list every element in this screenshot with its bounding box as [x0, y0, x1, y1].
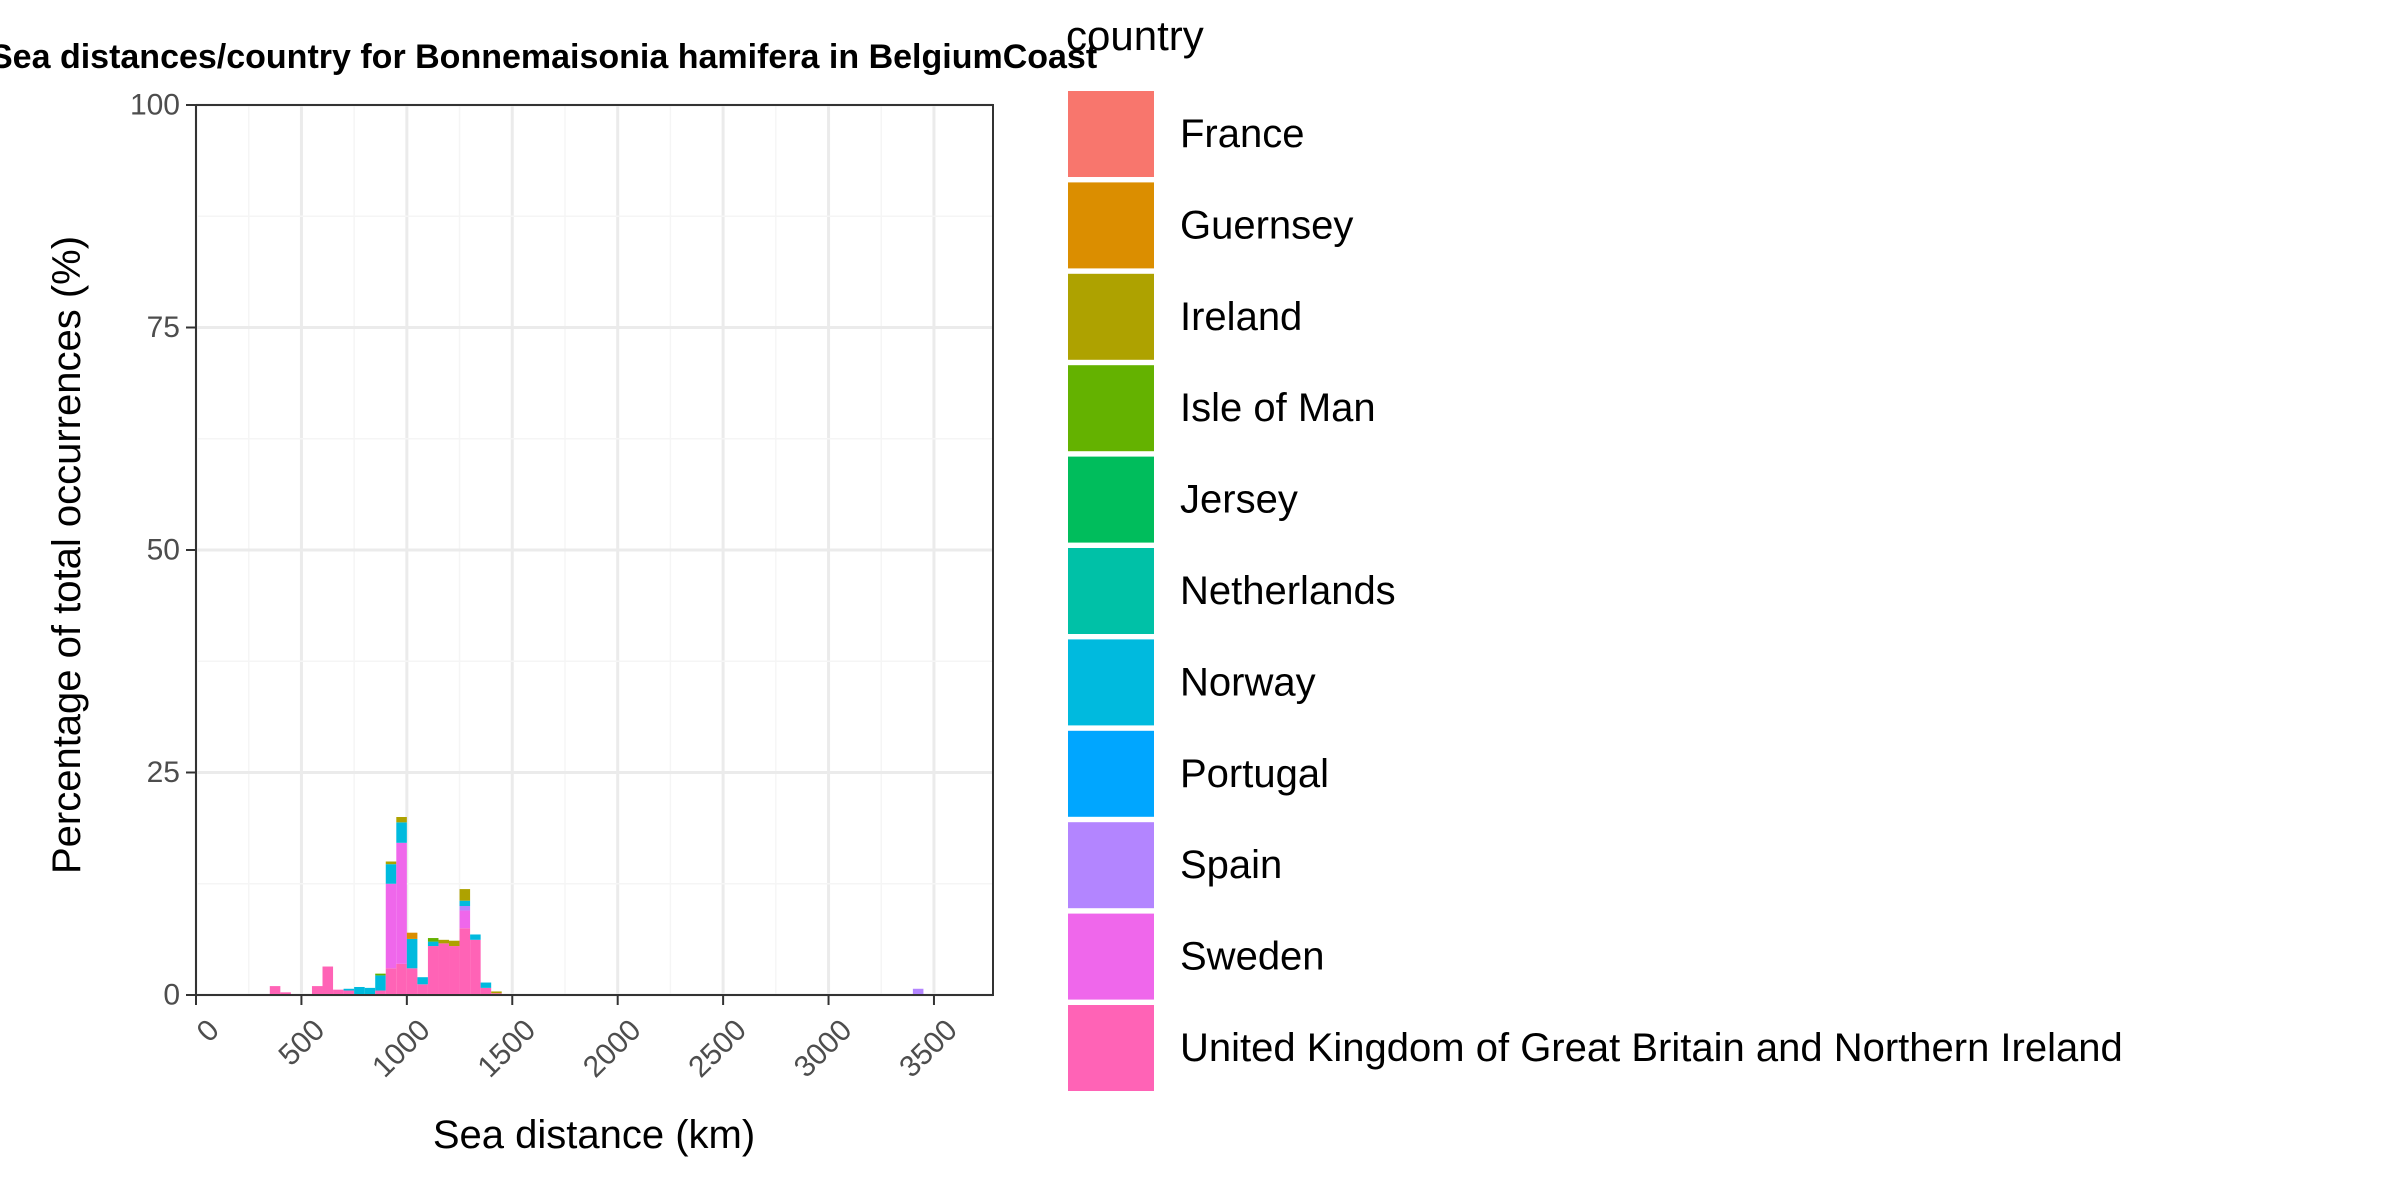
legend-key [1068, 639, 1154, 726]
legend-label: United Kingdom of Great Britain and Nort… [1180, 1026, 2123, 1070]
bar-segment-norway [375, 975, 386, 991]
bar-segment-united-kingdom-of-great-britain-and-northern-ireland [396, 963, 407, 995]
y-tick-label: 0 [163, 979, 180, 1012]
legend: country France Guernsey Ireland Isle of Man… [1066, 12, 2123, 1091]
bar-segment-united-kingdom-of-great-britain-and-northern-ireland [311, 986, 323, 995]
x-tick-label: 1000 [366, 1013, 437, 1084]
axis-ticks: 0 500 1000 1500 2000 2500 3000 3500 0 25 50 75 100 [130, 89, 964, 1084]
legend-key [1068, 913, 1154, 1000]
bar-segment-sweden [459, 910, 471, 929]
legend-label: Ireland [1180, 295, 1302, 339]
bar-segment-united-kingdom-of-great-britain-and-northern-ireland [280, 992, 291, 995]
x-tick-label: 2000 [577, 1013, 648, 1084]
bar-segment-united-kingdom-of-great-britain-and-northern-ireland [480, 987, 492, 995]
bar-segment-spain [459, 906, 471, 911]
bar-segment-ireland [449, 940, 460, 947]
y-tick-label: 75 [147, 311, 180, 344]
bar-segment-norway [427, 941, 439, 947]
x-tick-label: 500 [272, 1013, 331, 1072]
bars [269, 817, 924, 995]
x-tick-label: 2500 [682, 1013, 753, 1084]
legend-label: Norway [1180, 660, 1316, 704]
legend-key [1068, 365, 1154, 452]
x-axis-title: Sea distance (km) [433, 1113, 755, 1157]
bar-segment-united-kingdom-of-great-britain-and-northern-ireland [438, 943, 450, 995]
x-tick-label: 3500 [893, 1013, 964, 1084]
bar-segment-united-kingdom-of-great-britain-and-northern-ireland [459, 928, 471, 995]
legend-label: Netherlands [1180, 569, 1396, 613]
legend-label: Isle of Man [1180, 386, 1376, 430]
bar-segment-norway [406, 938, 418, 969]
legend-key [1068, 273, 1154, 360]
bar-segment-united-kingdom-of-great-britain-and-northern-ireland [417, 984, 428, 995]
legend-key [1068, 456, 1154, 543]
legend-label: Guernsey [1180, 203, 1353, 247]
bar-segment-united-kingdom-of-great-britain-and-northern-ireland [375, 990, 386, 995]
grid-lines [194, 103, 993, 997]
legend-label: Spain [1180, 843, 1282, 887]
bar-segment-norway [364, 987, 376, 995]
bar-segment-spain [912, 988, 924, 995]
bar-segment-ireland [438, 939, 450, 944]
y-axis-title: Percentage of total occurrences (%) [45, 236, 89, 874]
legend-key [1068, 548, 1154, 634]
bar-segment-isle-of-man [375, 973, 386, 976]
bar-segment-norway [385, 864, 397, 884]
legend-key [1068, 91, 1154, 177]
bar-segment-norway [480, 982, 492, 988]
bar-segment-united-kingdom-of-great-britain-and-northern-ireland [406, 968, 418, 995]
y-tick-label: 100 [130, 89, 180, 122]
x-tick-label: 3000 [788, 1013, 859, 1084]
bar-segment-guernsey [406, 932, 418, 939]
legend-label: Portugal [1180, 752, 1329, 796]
bar-segment-ireland [491, 991, 502, 994]
bar-segment-norway [459, 900, 471, 906]
bar-segment-united-kingdom-of-great-britain-and-northern-ireland [343, 990, 355, 995]
bar-segment-united-kingdom-of-great-britain-and-northern-ireland [333, 989, 344, 995]
y-tick-label: 25 [147, 756, 180, 789]
x-tick-label: 0 [191, 1013, 226, 1048]
bar-segment-united-kingdom-of-great-britain-and-northern-ireland [322, 966, 334, 995]
bar-segment-ireland [459, 889, 471, 901]
bar-segment-united-kingdom-of-great-britain-and-northern-ireland [427, 946, 439, 995]
bar-segment-ireland [385, 861, 397, 865]
chart-title: Sea distances/country for Bonnemaisonia … [0, 38, 1097, 76]
bar-segment-isle-of-man [427, 938, 439, 942]
legend-label: France [1180, 112, 1305, 156]
legend-label: Sweden [1180, 935, 1325, 979]
y-tick-label: 50 [147, 534, 180, 567]
legend-key [1068, 1005, 1154, 1091]
legend-key [1068, 730, 1154, 817]
bar-segment-norway [343, 988, 355, 991]
x-tick-label: 1500 [472, 1013, 543, 1084]
legend-title: country [1066, 12, 1204, 59]
bar-segment-united-kingdom-of-great-britain-and-northern-ireland [269, 986, 281, 995]
bar-segment-norway [396, 822, 407, 843]
bar-segment-sweden [396, 842, 407, 964]
bar-segment-united-kingdom-of-great-britain-and-northern-ireland [449, 946, 460, 995]
bar-segment-norway [470, 934, 481, 940]
bar-segment-norway [354, 986, 365, 995]
legend-key [1068, 182, 1154, 269]
bar-segment-ireland [396, 817, 407, 823]
bar-segment-sweden [385, 883, 397, 969]
bar-segment-united-kingdom-of-great-britain-and-northern-ireland [470, 939, 481, 995]
bar-segment-united-kingdom-of-great-britain-and-northern-ireland [385, 968, 397, 995]
bar-segment-norway [417, 977, 428, 985]
legend-key [1068, 822, 1154, 909]
legend-label: Jersey [1180, 478, 1298, 522]
